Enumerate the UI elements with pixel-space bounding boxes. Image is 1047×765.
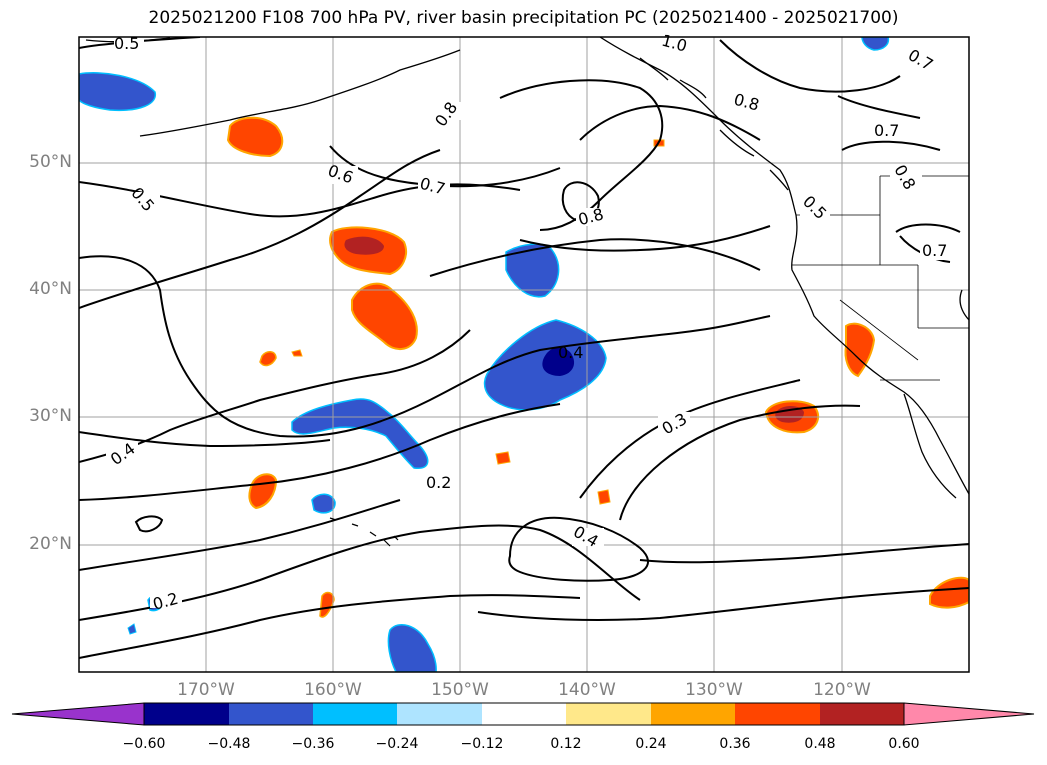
- colorbar-bin: [820, 703, 904, 725]
- colorbar-tick: 0.24: [635, 736, 667, 752]
- lat-label-20n: 20°N: [29, 534, 72, 554]
- colorbar-tick: 0.12: [550, 736, 582, 752]
- colorbar-bin: [229, 703, 313, 725]
- anomaly-negative-north-top: [861, 37, 890, 51]
- colorbar-bin: [482, 703, 566, 725]
- precip-anomaly-layer: [79, 37, 969, 672]
- contour-label: 0.7: [874, 121, 899, 140]
- colorbar-bin: [144, 703, 229, 725]
- contour-label: 0.2: [426, 473, 451, 492]
- lon-label-140w: 140°W: [558, 680, 616, 700]
- anomaly-positive-small-6: [319, 591, 335, 618]
- anomaly-negative-south: [387, 624, 437, 672]
- colorbar-extend-low: [11, 702, 145, 726]
- anomaly-positive-aleutian: [226, 116, 284, 158]
- anomaly-positive-small-4: [495, 451, 511, 465]
- anomaly-negative-small-3: [127, 623, 137, 635]
- colorbar-extend-high: [903, 702, 1035, 726]
- contour-label: 0.5: [114, 34, 139, 53]
- figure-title: 2025021200 F108 700 hPa PV, river basin …: [148, 8, 899, 28]
- lon-label-160w: 160°W: [304, 680, 362, 700]
- anomaly-positive-small-1: [259, 351, 277, 367]
- lon-label-130w: 130°W: [685, 680, 743, 700]
- lon-label-120w: 120°W: [813, 680, 871, 700]
- anomaly-negative-45n: [505, 243, 560, 298]
- colorbar-bin: [566, 703, 651, 725]
- anomaly-positive-coast: [844, 322, 876, 378]
- colorbar-tick: −0.48: [207, 736, 251, 752]
- lat-label-50n: 50°N: [29, 152, 72, 172]
- gridlines: [79, 37, 969, 672]
- coastlines: [85, 37, 969, 499]
- anomaly-negative-small-1: [311, 493, 336, 514]
- anomaly-positive-se: [929, 576, 969, 609]
- colorbar-bin: [397, 703, 482, 725]
- colorbar-tick: −0.12: [460, 736, 504, 752]
- colorbar-bin: [735, 703, 820, 725]
- colorbar-bin: [651, 703, 735, 725]
- lat-label-30n: 30°N: [29, 406, 72, 426]
- anomaly-positive-45n-core: [344, 236, 384, 255]
- anomaly-positive-small-2: [291, 349, 303, 357]
- anomaly-negative-hawaii-band: [291, 398, 429, 469]
- pv-contours: [79, 37, 969, 659]
- colorbar-tick: −0.60: [122, 736, 166, 752]
- colorbar-tick: −0.24: [375, 736, 419, 752]
- lat-label-40n: 40°N: [29, 279, 72, 299]
- lon-label-170w: 170°W: [177, 680, 235, 700]
- anomaly-positive-38n: [351, 282, 418, 350]
- contour-label: 0.4: [558, 343, 583, 362]
- contour-label: 0.7: [922, 241, 947, 260]
- colorbar-tick: 0.60: [888, 736, 920, 752]
- anomaly-negative-core: [542, 347, 575, 376]
- map-frame: [78, 36, 970, 673]
- anomaly-negative-nw: [79, 72, 156, 112]
- anomaly-positive-small-5: [597, 489, 611, 505]
- colorbar-tick: −0.36: [291, 736, 335, 752]
- lon-label-150w: 150°W: [431, 680, 489, 700]
- colorbar: [11, 702, 1035, 726]
- colorbar-bin: [313, 703, 397, 725]
- colorbar-tick: 0.48: [804, 736, 836, 752]
- colorbar-tick: 0.36: [719, 736, 751, 752]
